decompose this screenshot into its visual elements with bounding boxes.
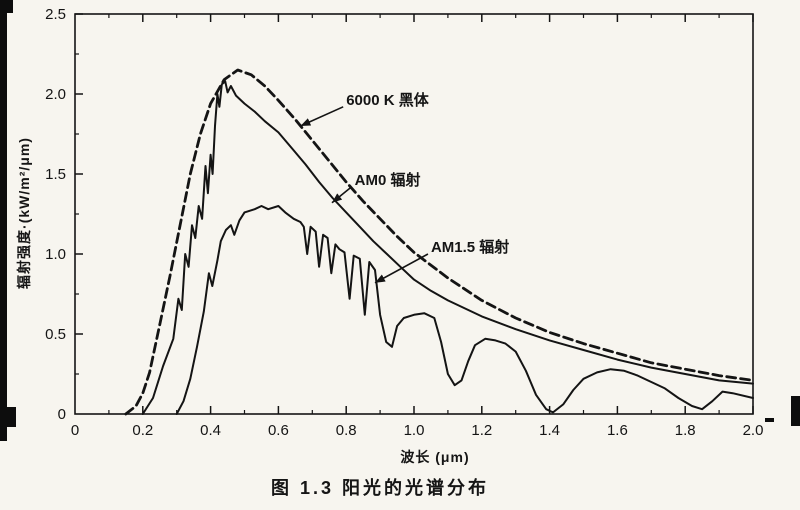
y-tick-label: 1.0 bbox=[45, 246, 66, 263]
x-tick-label: 1.4 bbox=[539, 422, 560, 439]
figure-caption: 图 1.3 阳光的光谱分布 bbox=[270, 478, 490, 498]
x-tick-label: 1.2 bbox=[471, 422, 492, 439]
curve-blackbody-6000k bbox=[124, 68, 755, 416]
x-origin-label: 0 bbox=[71, 422, 79, 439]
plot-frame bbox=[74, 13, 754, 415]
x-tick-label: 1.6 bbox=[607, 422, 628, 439]
scan-artifact-bottom-left-blob bbox=[0, 407, 16, 427]
annotation-am0-radiation: AM0 辐射 bbox=[354, 171, 421, 189]
annotation-6000k-blackbody: 6000 K 黑体 bbox=[346, 91, 429, 109]
scan-artifact-right-edge-blob bbox=[791, 396, 800, 426]
x-tick-label: 0.6 bbox=[268, 422, 289, 439]
scan-artifact-left-strip bbox=[0, 0, 7, 441]
annotation-arrow-am0 bbox=[331, 186, 353, 204]
y-tick-label: 2.0 bbox=[45, 86, 66, 103]
y-tick-label: 1.5 bbox=[45, 166, 66, 183]
annotation-am15-radiation: AM1.5 辐射 bbox=[430, 239, 510, 256]
y-tick-label: 2.5 bbox=[45, 6, 66, 23]
x-tick-label: 2.0 bbox=[743, 422, 764, 439]
scan-artifact-axis-end-mark bbox=[765, 418, 774, 422]
annotation-arrow-am15 bbox=[374, 253, 429, 284]
annotation-arrow-blackbody bbox=[300, 106, 344, 127]
y-tick-label: 0 bbox=[58, 406, 66, 423]
x-tick-label: 0.2 bbox=[132, 422, 153, 439]
y-tick-label: 0.5 bbox=[45, 326, 66, 343]
x-tick-label: 0.8 bbox=[336, 422, 357, 439]
curve-am0 bbox=[141, 80, 754, 415]
curve-am15 bbox=[175, 205, 754, 415]
x-tick-label: 1.8 bbox=[675, 422, 696, 439]
y-axis-label: 辐射强度·(kW/m²/μm) bbox=[16, 137, 32, 289]
x-axis-label: 波长 (μm) bbox=[400, 449, 470, 465]
x-tick-label: 1.0 bbox=[404, 422, 425, 439]
x-tick-label: 0.4 bbox=[200, 422, 221, 439]
scan-artifact-top-left-blob bbox=[0, 0, 13, 13]
